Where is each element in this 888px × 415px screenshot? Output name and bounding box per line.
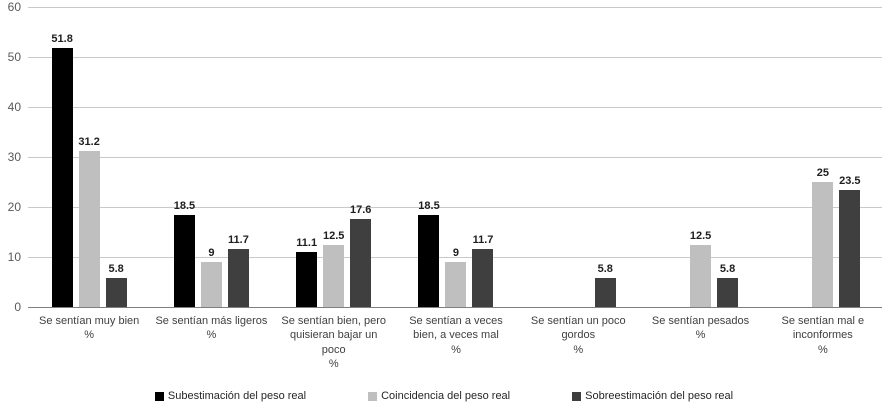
legend-item-sobreestimacion: Sobreestimación del peso real <box>572 390 733 402</box>
legend-marker-darkgray <box>572 391 582 401</box>
bar <box>594 278 616 307</box>
bar-group: 18.5 9 11.7 <box>150 7 272 307</box>
bar-group: 18.5 9 11.7 <box>395 7 517 307</box>
bar <box>173 214 195 307</box>
bar-group: 11.1 12.5 17.6 <box>273 7 395 307</box>
bar-value-label: 12.5 <box>322 229 345 242</box>
bar <box>51 48 73 307</box>
bar <box>812 182 834 307</box>
legend-marker-lightgray <box>368 391 378 401</box>
bar-value-label: 12.5 <box>689 229 712 242</box>
x-axis-category-label: Se sentían pesados % <box>651 315 750 342</box>
bar-value-label: 9 <box>208 247 215 259</box>
bar <box>717 278 739 307</box>
bar <box>323 244 345 307</box>
bar <box>296 251 318 307</box>
bar <box>472 248 494 307</box>
gridline <box>28 256 882 258</box>
bar <box>418 214 440 307</box>
legend-label: Subestimación del peso real <box>167 390 307 402</box>
bar-value-label: 23.5 <box>839 174 861 187</box>
bar <box>227 248 249 307</box>
gridline <box>28 106 882 108</box>
bar <box>690 244 712 307</box>
y-tick-label: 20 <box>7 200 21 214</box>
legend-marker-black <box>154 391 164 401</box>
bar-value-label: 18.5 <box>418 199 440 212</box>
x-axis-category-label: Se sentían a veces bien, a veces mal % <box>409 315 503 356</box>
bar-value-label: 9 <box>452 247 460 259</box>
bar-value-label: 5.8 <box>108 263 124 275</box>
bar-value-label: 25 <box>816 167 829 179</box>
bar-group: 25 23.5 <box>762 7 884 307</box>
legend-item-subestimacion: Subestimación del peso real <box>154 390 307 402</box>
x-axis-category-label: Se sentían mal e inconformes % <box>781 315 865 356</box>
bar-group: 51.8 31.2 5.8 <box>28 7 150 307</box>
x-axis-category-label: Se sentían más ligeros % <box>155 315 268 342</box>
gridline <box>28 56 882 58</box>
y-tick-label: 30 <box>7 150 21 164</box>
x-axis-labels: Se sentían muy bien % Se sentían más lige… <box>28 314 884 371</box>
legend-label: Sobreestimación del peso real <box>585 390 734 402</box>
legend-label: Coincidencia del peso real <box>381 390 511 402</box>
bar <box>105 278 127 307</box>
bar-value-label: 51.8 <box>51 33 73 45</box>
legend: Subestimación del peso real Coincidencia… <box>0 390 888 402</box>
y-tick-label: 0 <box>14 300 21 314</box>
x-axis-category-label: Se sentían un poco gordos % <box>530 315 626 356</box>
bar-groups: 51.8 31.2 5.8 18.5 9 11.7 11.1 12.5 17.6 18.5 9 11.… <box>28 7 884 307</box>
y-tick-label: 50 <box>7 50 21 64</box>
bar <box>78 151 100 307</box>
bar <box>839 189 861 307</box>
bar-value-label: 5.8 <box>719 263 736 275</box>
x-axis-line <box>28 306 882 308</box>
bar-value-label: 11.7 <box>472 233 494 246</box>
bar-group: 12.5 5.8 <box>639 7 761 307</box>
bar <box>445 262 467 307</box>
bar-value-label: 18.5 <box>173 199 196 212</box>
x-axis-category-label: Se sentían bien, pero quisieran bajar un… <box>281 315 386 370</box>
bar-value-label: 11.7 <box>228 233 249 246</box>
bar-value-label: 17.6 <box>349 204 372 216</box>
bar-group: 5.8 <box>517 7 639 307</box>
bar-value-label: 5.8 <box>597 263 613 275</box>
bar <box>200 262 222 307</box>
gridline <box>28 6 882 8</box>
bar-value-label: 11.1 <box>296 236 318 249</box>
gridline <box>28 156 882 158</box>
bar <box>350 219 372 307</box>
legend-item-coincidencia: Coincidencia del peso real <box>368 390 510 402</box>
y-tick-label: 60 <box>7 0 21 14</box>
plot-area: 51.8 31.2 5.8 18.5 9 11.7 11.1 12.5 17.6 18.5 9 11.… <box>28 6 884 308</box>
y-tick-label: 40 <box>7 100 21 114</box>
y-tick-label: 10 <box>7 250 21 264</box>
bar-value-label: 31.2 <box>78 136 100 148</box>
x-axis-category-label: Se sentían muy bien % <box>38 315 140 342</box>
gridline <box>28 206 882 208</box>
